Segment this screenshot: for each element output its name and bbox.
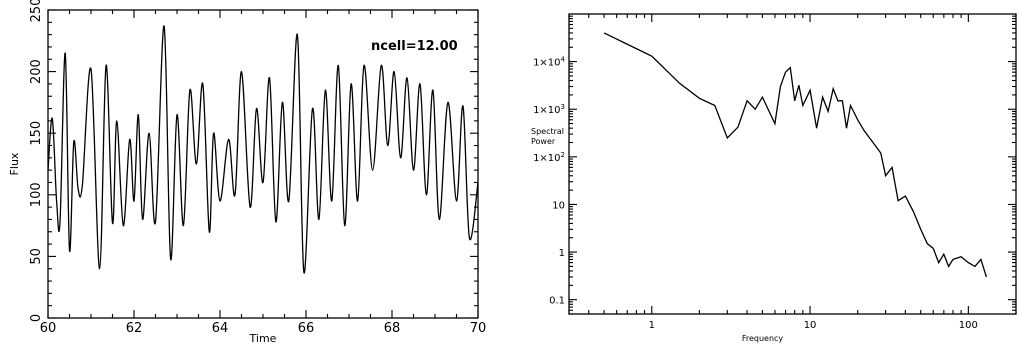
power-y-tick-label: 1×103 — [533, 103, 565, 116]
power-y-tick-label: 10 — [552, 200, 565, 211]
flux-x-tick-label: 68 — [384, 321, 401, 336]
power-spectrum-chart: 1 10 100 0.1 1 10 1×102 1×103 1×104 Frequency Spec… — [531, 13, 1017, 343]
power-x-tick-label: 10 — [804, 320, 817, 331]
flux-x-tick-label: 64 — [212, 321, 229, 336]
flux-x-tick-label: 70 — [470, 321, 487, 336]
flux-series-line — [47, 25, 479, 274]
power-plot-frame — [568, 13, 1017, 315]
ncell-annotation: ncell=12.00 — [371, 39, 458, 54]
power-y-tick-label: 1 — [559, 248, 565, 259]
power-x-tick-label: 1 — [649, 320, 655, 331]
flux-y-tick-label: 0 — [29, 314, 44, 322]
power-y-tick-label: 1×102 — [533, 151, 565, 164]
flux-plot-frame — [47, 9, 479, 319]
flux-x-tick-label: 62 — [126, 321, 143, 336]
flux-y-tick-label: 250 — [29, 0, 44, 22]
flux-chart: 60 62 64 66 68 70 0 50 100 150 200 250 Time Flux ncell… — [8, 0, 486, 344]
power-x-tick-label: 100 — [959, 320, 978, 331]
flux-x-tick-label: 60 — [40, 321, 57, 336]
flux-y-tick-label: 150 — [29, 121, 44, 146]
power-y-axis-title: Spectral Power — [531, 127, 564, 146]
flux-y-axis-title: Flux — [8, 152, 21, 175]
flux-y-tick-label: 50 — [29, 248, 44, 265]
flux-x-tick-label: 66 — [298, 321, 315, 336]
power-x-axis-title: Frequency — [742, 334, 784, 343]
flux-y-tick-label: 200 — [29, 59, 44, 84]
power-y-tick-label: 1×104 — [533, 56, 565, 69]
flux-y-tick-label: 100 — [29, 182, 44, 207]
power-y-tick-label: 0.1 — [549, 296, 565, 307]
flux-x-axis-title: Time — [249, 332, 277, 344]
power-series-line — [603, 32, 988, 278]
